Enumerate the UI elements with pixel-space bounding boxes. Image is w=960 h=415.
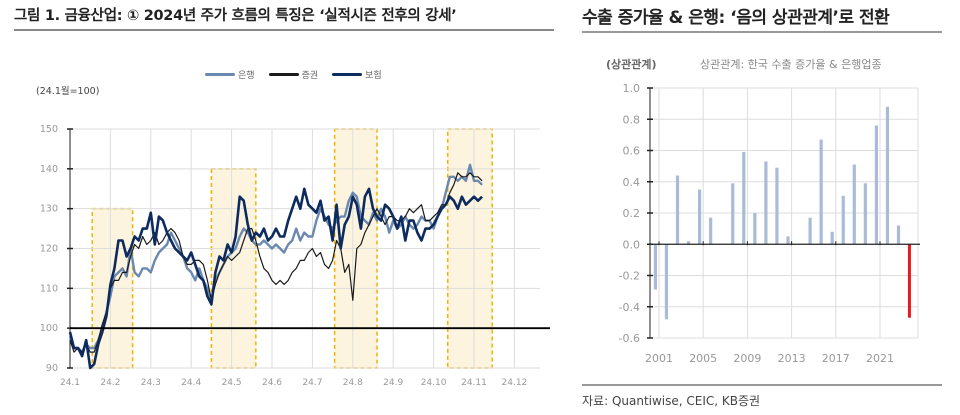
y-tick-label: 130 xyxy=(40,204,58,215)
y-tick-label: 1.0 xyxy=(623,82,641,95)
y-tick-label: 0.4 xyxy=(623,176,641,189)
left-chart-legend: 은행 증권 보험 xyxy=(205,68,382,81)
bar xyxy=(731,183,735,245)
x-tick-label: 24.3 xyxy=(141,378,161,388)
bar xyxy=(664,244,669,320)
bar xyxy=(686,241,691,245)
x-tick-label: 24.2 xyxy=(100,378,120,388)
series-line-2 xyxy=(68,187,484,370)
x-tick-label: 24.1 xyxy=(60,378,80,388)
bar xyxy=(896,225,901,245)
y-tick-label: -0.2 xyxy=(619,270,640,283)
y-tick-label: -0.6 xyxy=(619,332,640,345)
bar xyxy=(698,189,702,245)
x-tick-label: 24.6 xyxy=(262,378,282,388)
x-tick-label: 24.10 xyxy=(421,378,447,388)
y-tick-label: 120 xyxy=(40,244,58,255)
right-title-divider xyxy=(582,31,942,33)
y-tick-label: 0.8 xyxy=(623,113,641,126)
earnings-season-highlight xyxy=(210,168,257,369)
bar xyxy=(786,236,790,245)
legend-label-insurance: 보험 xyxy=(365,71,382,81)
x-tick-label: 2021 xyxy=(866,352,894,365)
bar xyxy=(753,213,757,245)
right-chart-unit-label: (상관관계) xyxy=(606,58,657,71)
x-tick-label: 2017 xyxy=(822,352,850,365)
x-tick-label: 24.11 xyxy=(461,378,487,388)
x-tick-label: 24.7 xyxy=(302,378,322,388)
bar xyxy=(863,183,867,245)
source-note: 자료: Quantiwise, CEIC, KB증권 xyxy=(582,394,761,408)
bar xyxy=(841,195,845,245)
x-tick-label: 24.5 xyxy=(222,378,242,388)
x-tick-label: 24.8 xyxy=(343,378,363,388)
y-tick-label: 100 xyxy=(40,323,58,334)
legend-swatch-securities xyxy=(268,73,299,76)
bar xyxy=(852,164,856,245)
right-bar-chart: -0.6 -0.4 -0.2 0.0 0.2 0.4 0.6 0.8 1.0 2001 2005 20… xyxy=(619,82,920,365)
bar-highlight-2024 xyxy=(907,244,911,318)
left-chart-title: 그림 1. 금융산업: ① 2024년 주가 흐름의 특징은 ‘실적시즌 전후의… xyxy=(14,8,457,24)
legend-label-securities: 증권 xyxy=(301,71,319,81)
x-tick-label: 2009 xyxy=(733,352,761,365)
bar xyxy=(830,231,834,245)
x-tick-label: 2001 xyxy=(645,352,673,365)
y-tick-label: 150 xyxy=(40,124,58,135)
bar xyxy=(885,106,890,245)
x-tick-label: 24.12 xyxy=(502,378,528,388)
bar xyxy=(775,167,779,245)
legend-item-securities: 증권 xyxy=(268,68,319,81)
bar xyxy=(874,125,878,245)
left-line-chart: 90 100 110 120 130 140 150 24.1 24.2 24.3 24.4 24.5… xyxy=(40,124,550,388)
bar xyxy=(819,139,823,245)
footer-divider xyxy=(582,384,942,386)
legend-swatch-bank xyxy=(205,73,235,76)
legend-swatch-insurance xyxy=(332,73,363,76)
legend-item-bank: 은행 xyxy=(205,68,255,81)
x-tick-label: 24.4 xyxy=(181,378,201,388)
right-chart-subtitle: 상관관계: 한국 수출 증가율 & 은행업종 xyxy=(700,58,882,71)
y-tick-label: 0.2 xyxy=(623,207,641,220)
series-line-0 xyxy=(68,163,483,354)
bar xyxy=(653,244,657,290)
series-line-1 xyxy=(69,172,483,353)
y-tick-label: 110 xyxy=(40,283,58,294)
bar xyxy=(764,161,768,245)
y-tick-label: 0.6 xyxy=(623,145,641,158)
right-chart-title: 수출 증가율 & 은행: ‘음의 상관관계’로 전환 xyxy=(582,8,890,28)
y-tick-label: -0.4 xyxy=(619,301,640,314)
bar xyxy=(709,217,713,245)
legend-label-bank: 은행 xyxy=(238,71,255,81)
bar xyxy=(675,175,680,245)
y-tick-label: 90 xyxy=(46,363,58,374)
x-tick-label: 2013 xyxy=(778,352,806,365)
bar xyxy=(808,217,812,245)
left-title-divider xyxy=(14,29,554,31)
y-tick-label: 0.0 xyxy=(623,238,641,251)
y-tick-label: 140 xyxy=(40,164,58,175)
x-tick-label: 2005 xyxy=(689,352,717,365)
x-tick-label: 24.9 xyxy=(383,378,403,388)
legend-item-insurance: 보험 xyxy=(332,68,382,81)
left-chart-unit-label: (24.1월=100) xyxy=(36,86,100,97)
bar xyxy=(742,152,746,245)
